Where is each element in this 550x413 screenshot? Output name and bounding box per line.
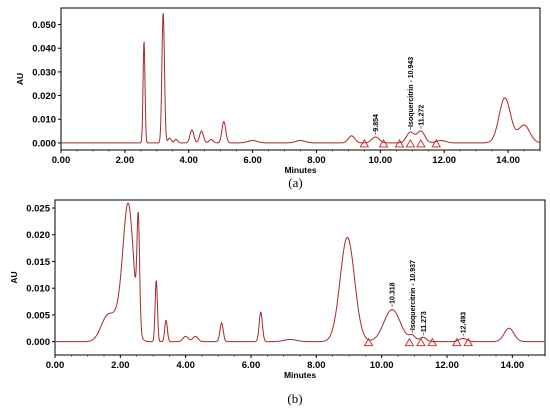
y-tick-label: 0.010 — [26, 284, 50, 295]
integration-marker — [363, 337, 374, 347]
y-axis-label: AU — [9, 271, 19, 283]
panel-label: (b) — [287, 391, 302, 406]
y-axis-label: AU — [15, 73, 25, 85]
integration-marker — [405, 138, 416, 148]
y-tick-label: 0.020 — [32, 91, 56, 102]
peak-annotation: 12.493 — [461, 312, 468, 334]
plot-frame — [60, 7, 541, 151]
y-tick-label: 0.000 — [32, 138, 56, 149]
x-tick-label: 0.00 — [46, 360, 65, 371]
y-tick-label: 0.030 — [32, 67, 56, 78]
chromatogram-panel-a: 0.000 0.010 0.020 0.030 0.040 0.050 0.00 2.00 4.… — [15, 7, 541, 190]
integration-marker — [431, 138, 441, 148]
integration-marker — [427, 337, 438, 347]
x-tick-label: 0.00 — [52, 155, 71, 166]
chromatogram-panel-b: 0.000 0.005 0.010 0.015 0.020 0.025 0.00 2.00 4.… — [9, 199, 546, 406]
x-axis-label: Minutes — [284, 165, 316, 175]
x-tick-label: 2.00 — [111, 360, 130, 371]
plot-frame — [54, 199, 546, 356]
y-tick-label: 0.040 — [32, 44, 56, 55]
x-tick-label: 8.00 — [307, 360, 326, 371]
x-tick-label: 2.00 — [116, 155, 135, 166]
peak-annotation: 10.318 — [390, 282, 397, 304]
integration-marker — [378, 138, 389, 148]
peak-annotation: 9.854 — [373, 114, 380, 132]
integration-marker — [394, 138, 405, 148]
x-tick-label: 14.00 — [500, 360, 524, 371]
x-tick-label: 10.00 — [368, 155, 392, 166]
y-tick-label: 0.010 — [32, 115, 56, 126]
panel-label: (a) — [288, 175, 302, 190]
y-tick-label: 0.000 — [26, 337, 50, 348]
x-tick-label: 8.00 — [307, 155, 326, 166]
peak-annotation: Isoquercitrin - 10.943 — [408, 57, 415, 127]
x-tick-label: 12.00 — [432, 155, 456, 166]
y-tick-label: 0.050 — [32, 20, 56, 31]
peak-annotation: 11.273 — [421, 311, 428, 332]
x-tick-label: 12.00 — [435, 360, 459, 371]
x-tick-label: 14.00 — [496, 155, 520, 166]
chromatogram-trace — [61, 13, 541, 144]
peak-annotation: 11.272 — [418, 105, 425, 126]
x-tick-label: 6.00 — [242, 360, 261, 371]
x-tick-label: 10.00 — [370, 360, 394, 371]
integration-marker — [463, 337, 474, 347]
y-tick-label: 0.020 — [26, 230, 50, 241]
integration-marker — [416, 138, 426, 148]
y-tick-label: 0.015 — [26, 257, 50, 268]
integration-marker — [359, 138, 370, 148]
x-axis-label: Minutes — [284, 370, 316, 380]
integration-marker — [404, 337, 415, 347]
y-tick-label: 0.025 — [26, 204, 50, 215]
x-tick-label: 4.00 — [176, 360, 195, 371]
x-tick-label: 4.00 — [179, 155, 198, 166]
peak-annotation: Isoquercitrin - 10.937 — [410, 260, 417, 330]
chromatogram-trace — [55, 202, 545, 343]
integration-marker — [416, 337, 426, 347]
x-tick-label: 6.00 — [243, 155, 262, 166]
integration-marker — [452, 337, 462, 347]
y-tick-label: 0.005 — [26, 310, 50, 321]
